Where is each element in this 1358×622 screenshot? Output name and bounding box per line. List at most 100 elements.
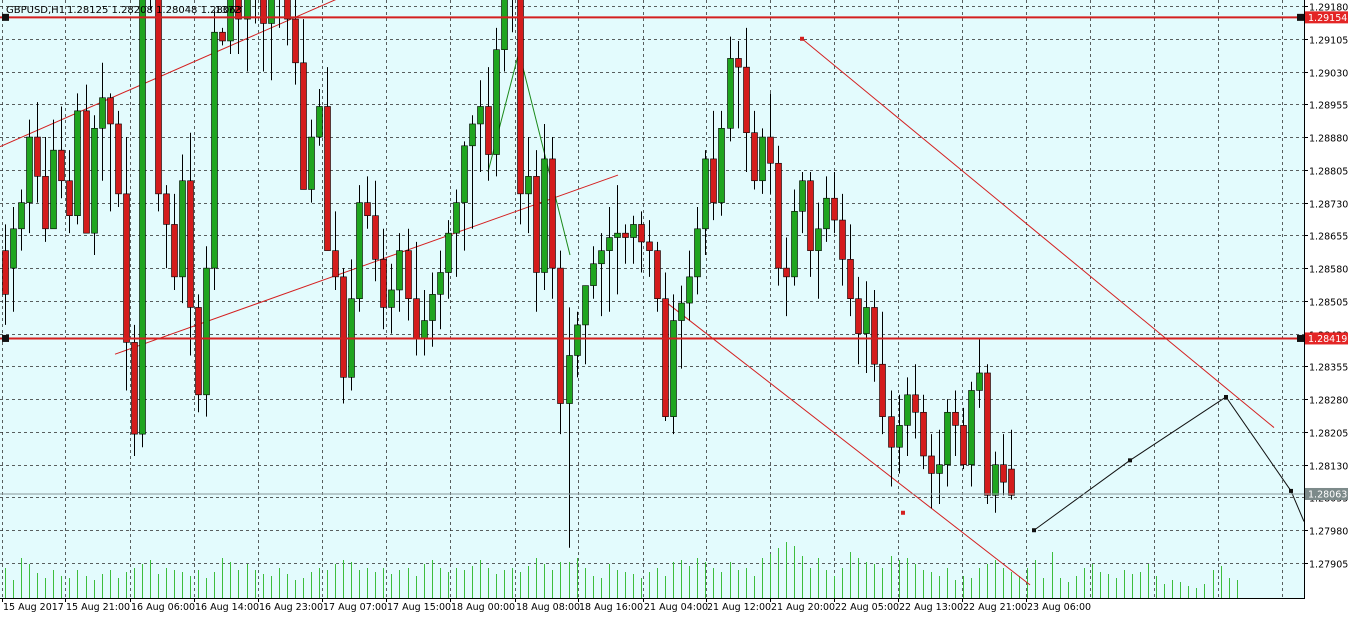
candle-bear: [751, 132, 758, 182]
level-price-label: 1.29154: [1308, 13, 1347, 24]
price-tick-label: 1.28880: [1309, 134, 1348, 145]
price-tick-label: 1.28580: [1309, 265, 1348, 276]
time-tick-label: 16 Aug 06:00: [131, 602, 195, 613]
candle-bull: [268, 0, 275, 24]
price-tick-label: 1.28805: [1309, 167, 1348, 178]
symbol-label: GBPUSD,H1: [6, 5, 65, 16]
candle-bear: [66, 180, 73, 216]
candle-bear: [34, 136, 41, 177]
candle-bull: [614, 232, 621, 238]
candle-bear: [300, 62, 307, 190]
candle-bull: [453, 202, 460, 234]
candle-bear: [960, 425, 967, 466]
candle-bull: [244, 0, 251, 20]
candle-bear: [783, 267, 790, 278]
time-tick-label: 22 Aug 05:00: [835, 602, 899, 613]
candle-bear: [622, 232, 629, 238]
candle-bear: [405, 250, 412, 299]
candle-bear: [638, 224, 645, 243]
level-price-tag: [1305, 332, 1348, 345]
candle-bear: [372, 215, 379, 260]
volume-label: 1372: [215, 5, 240, 16]
time-tick-label: 15 Aug 2017: [3, 602, 64, 613]
candle-bull: [139, 0, 146, 435]
candle-bear: [115, 123, 122, 195]
right-axis-panel: [1304, 0, 1358, 618]
candle-bull: [421, 320, 428, 339]
time-tick-label: 16 Aug 14:00: [195, 602, 259, 613]
price-tick-label: 1.29105: [1309, 36, 1348, 47]
candle-bear: [332, 250, 339, 278]
time-tick-label: 17 Aug 15:00: [387, 602, 451, 613]
candle-bear: [42, 176, 49, 230]
candle-bull: [477, 106, 484, 125]
candle-bull: [896, 425, 903, 448]
candle-bull: [863, 307, 870, 334]
time-tick-label: 16 Aug 23:00: [259, 602, 323, 613]
candle-bull: [308, 136, 315, 190]
candle-bear: [171, 224, 178, 278]
candle-bear: [324, 106, 331, 251]
candle-bull: [590, 263, 597, 286]
candle-bull: [26, 136, 33, 203]
candle-bull: [203, 267, 210, 396]
price-tick-label: 1.27980: [1309, 527, 1348, 538]
candle-bear: [879, 363, 886, 417]
candle-bull: [944, 411, 951, 466]
candle-bull: [227, 0, 234, 42]
candle-bear: [340, 276, 347, 378]
candle-bull: [461, 145, 468, 203]
grid: [0, 0, 1304, 598]
candle-bear: [123, 193, 130, 343]
candle-bull: [437, 272, 444, 295]
price-tick-label: 1.28205: [1309, 429, 1348, 440]
projection-point: [1032, 528, 1036, 533]
candle-bull: [727, 58, 734, 129]
overlays: [0, 13, 1304, 495]
time-tick-label: 21 Aug 04:00: [644, 602, 708, 613]
candle-bear: [292, 18, 299, 64]
candle-bull: [91, 128, 98, 234]
candle-bear: [549, 158, 556, 269]
candle-bull: [388, 289, 395, 308]
ohlc-label: 1.28125 1.28208 1.28048 1.28063: [67, 5, 242, 16]
candle-bull: [179, 180, 186, 278]
time-tick-label: 15 Aug 21:00: [66, 602, 130, 613]
candle-bull: [493, 49, 500, 155]
time-tick-label: 18 Aug 16:00: [579, 602, 643, 613]
candles: [2, 0, 1015, 548]
candle-bull: [598, 250, 605, 265]
time-tick-label: 21 Aug 12:00: [707, 602, 771, 613]
candle-bull: [759, 136, 766, 182]
level-anchor-left: [2, 334, 9, 342]
candle-bull: [694, 228, 701, 278]
candle-bull: [396, 250, 403, 291]
candle-bull: [678, 302, 685, 321]
candle-bull: [976, 372, 983, 391]
candle-bull: [501, 0, 508, 50]
price-tick-label: 1.28130: [1309, 462, 1348, 473]
time-tick-label: 17 Aug 07:00: [323, 602, 387, 613]
price-tick-label: 1.28730: [1309, 200, 1348, 211]
candle-bull: [469, 123, 476, 147]
candle-bull: [702, 158, 709, 230]
time-tick-label: 22 Aug 21:00: [963, 602, 1027, 613]
price-tick-label: 1.28505: [1309, 298, 1348, 309]
candle-bear: [710, 158, 717, 203]
price-tick-label: 1.28280: [1309, 396, 1348, 407]
volume-bars: [5, 542, 1238, 598]
candle-bull: [99, 97, 106, 129]
projection-point: [1224, 394, 1228, 399]
candle-bull: [50, 149, 57, 230]
candle-bull: [445, 232, 452, 273]
candle-bear: [107, 97, 114, 125]
candle-bear: [413, 298, 420, 339]
candle-bull: [356, 202, 363, 299]
candle-bear: [743, 66, 750, 133]
candle-bear: [871, 307, 878, 365]
candle-bear: [855, 298, 862, 334]
candle-bear: [912, 394, 919, 413]
price-tick-label: 1.28655: [1309, 232, 1348, 243]
